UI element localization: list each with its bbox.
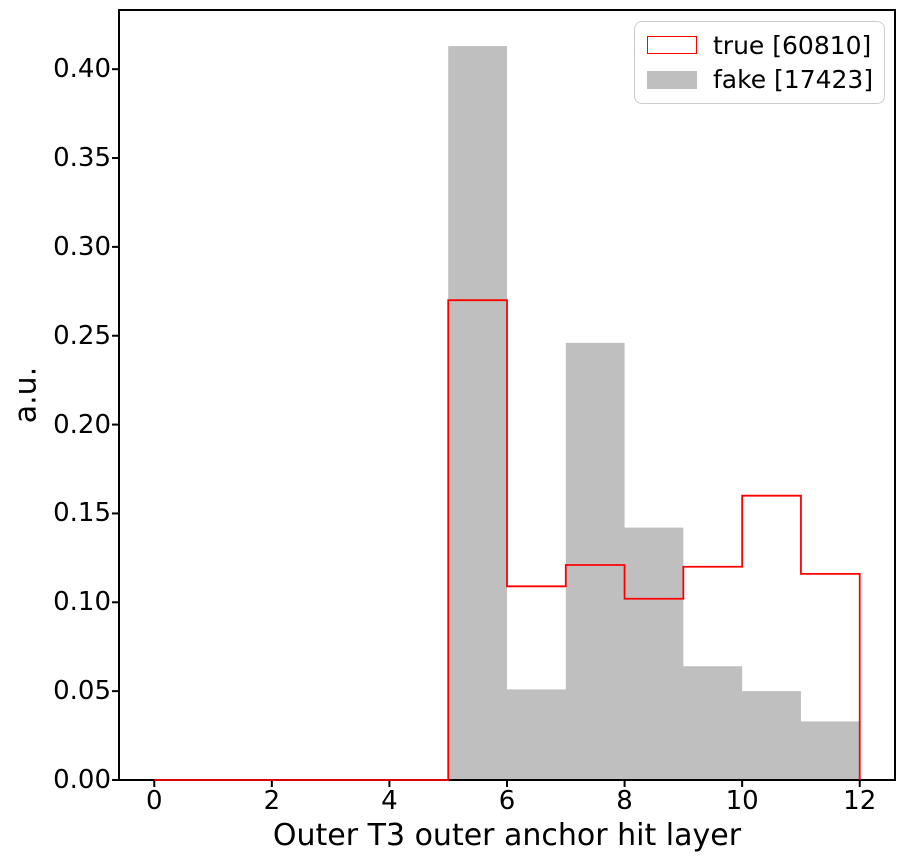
x-tick-label: 2 — [263, 786, 281, 816]
y-tick-label: 0.05 — [53, 676, 111, 707]
y-tick-label: 0.10 — [53, 587, 111, 618]
legend: true [60810] fake [17423] — [634, 21, 885, 104]
legend-entry-true: true [60810] — [647, 31, 872, 60]
x-axis-title: Outer T3 outer anchor hit layer — [272, 818, 742, 853]
y-tick-label: 0.15 — [53, 498, 111, 529]
y-tick-label: 0.30 — [53, 231, 111, 262]
y-tick-label: 0.25 — [53, 320, 111, 351]
legend-swatch-true-icon — [647, 36, 697, 55]
y-tick-label: 0.20 — [53, 409, 111, 440]
y-tick-label: 0.35 — [53, 143, 111, 174]
x-tick-label: 0 — [145, 786, 163, 816]
x-tick-label: 12 — [843, 786, 877, 816]
y-tick-label: 0.40 — [53, 54, 111, 85]
x-tick-label: 6 — [498, 786, 516, 816]
legend-entry-fake: fake [17423] — [647, 65, 874, 95]
x-tick-label: 10 — [725, 786, 759, 816]
x-tick-label: 4 — [381, 786, 398, 816]
legend-label-fake: fake [17423] — [713, 65, 874, 95]
y-tick-label: 0.00 — [53, 765, 111, 795]
series-true-outline — [154, 299, 861, 781]
legend-label-true: true [60810] — [713, 30, 872, 60]
legend-swatch-fake-icon — [647, 70, 697, 89]
x-tick-label: 8 — [616, 786, 633, 816]
y-axis-title: a.u. — [8, 366, 44, 424]
